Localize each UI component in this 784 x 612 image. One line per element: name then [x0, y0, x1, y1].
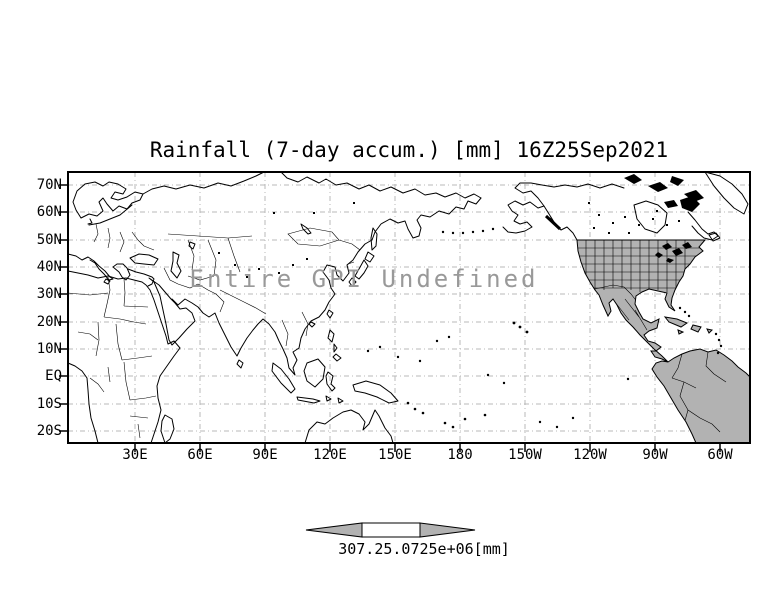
shaded-south-america	[651, 348, 751, 444]
island-specks	[218, 202, 723, 429]
shaded-north-america	[576, 239, 707, 363]
lat-label-20n: 20N	[36, 314, 62, 330]
colorbar-right-arrow	[419, 522, 476, 538]
lon-label-150e: 150E	[378, 447, 412, 463]
map-canvas	[67, 171, 751, 444]
lat-label-40n: 40N	[36, 259, 62, 275]
lon-label-120w: 120W	[573, 447, 607, 463]
lat-label-10s: 10S	[36, 396, 62, 412]
map-frame	[67, 171, 751, 444]
lon-label-60w: 60W	[707, 447, 733, 463]
plot-title: Rainfall (7-day accum.) [mm] 16Z25Sep202…	[149, 138, 669, 162]
country-borders	[67, 223, 361, 439]
lat-label-60n: 60N	[36, 204, 62, 220]
lon-label-120e: 120E	[313, 447, 347, 463]
sa-country-borders	[671, 351, 727, 439]
lon-label-180: 180	[447, 447, 473, 463]
grid-lines	[68, 172, 750, 443]
alaska-panhandle	[544, 214, 562, 231]
lon-label-150w: 150W	[508, 447, 542, 463]
lat-label-10n: 10N	[36, 341, 62, 357]
us-state-borders	[577, 240, 705, 331]
arctic-archipelago	[624, 174, 704, 212]
shaded-caribbean	[663, 316, 714, 335]
lat-label-30n: 30N	[36, 286, 62, 302]
colorbar-box	[361, 522, 421, 538]
lat-label-20s: 20S	[36, 423, 62, 439]
coastlines	[67, 171, 749, 444]
lon-label-90e: 90E	[252, 447, 278, 463]
axis-ticks	[59, 184, 721, 452]
lon-label-90w: 90W	[642, 447, 668, 463]
colorbar	[305, 522, 476, 538]
lon-label-30e: 30E	[122, 447, 148, 463]
colorbar-value-label: 307.25.0725e+06[mm]	[338, 540, 510, 558]
lat-label-eq: EQ	[45, 368, 62, 384]
lat-label-50n: 50N	[36, 232, 62, 248]
great-lakes	[655, 242, 692, 263]
undefined-data-message: Entire GPI Undefined	[189, 265, 539, 293]
lat-label-70n: 70N	[36, 177, 62, 193]
colorbar-left-arrow	[305, 522, 363, 538]
lon-label-60e: 60E	[187, 447, 213, 463]
